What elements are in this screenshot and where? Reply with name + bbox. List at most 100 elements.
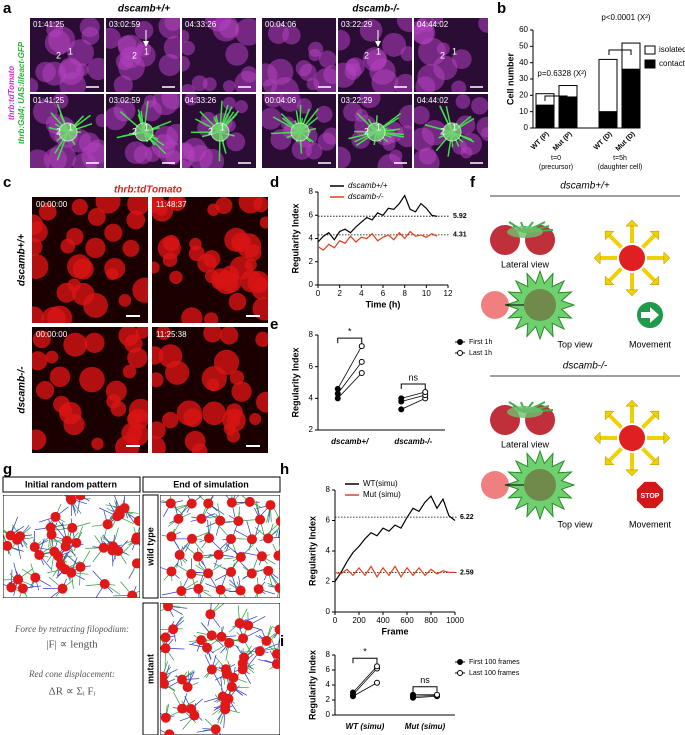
significance: ns: [420, 675, 430, 685]
pair-connector: [401, 394, 426, 402]
cone-blob: [91, 437, 104, 450]
y-tick-label: 4: [309, 393, 314, 402]
cone-blob: [32, 254, 49, 279]
cone-blob: [45, 350, 59, 364]
cone-blob: [152, 197, 165, 213]
sim-filopodium: [279, 627, 280, 630]
cell-blob: [182, 40, 195, 56]
cell-blob: [58, 58, 85, 85]
sim-cone: [274, 583, 280, 594]
cone-blob: [152, 261, 160, 274]
y-tick-label: 6: [309, 210, 314, 219]
force-arrow-head: [593, 251, 601, 265]
sim-cone: [246, 568, 257, 579]
cone-blob: [162, 411, 179, 429]
cell-blob: [202, 77, 217, 92]
cell-blob: [396, 125, 412, 148]
cell-blob: [133, 145, 153, 165]
image: [160, 603, 280, 735]
legend-label: contacted: [659, 59, 685, 68]
cone-blob: [238, 197, 263, 214]
sim-cone: [186, 498, 197, 509]
y-tick-label: 2: [326, 577, 331, 586]
cell-body: [134, 122, 154, 142]
sim-cone: [254, 646, 265, 657]
cone-blob: [152, 372, 164, 388]
cell-body: [442, 122, 462, 142]
sim-cone: [193, 583, 204, 594]
cone-blob: [87, 207, 106, 226]
group-label: (daughter cell): [598, 164, 643, 171]
cone-blob: [32, 238, 43, 256]
cone-blob: [104, 223, 123, 242]
sim-cone: [204, 533, 215, 544]
view-label: Top view: [557, 339, 593, 349]
cone-blob: [63, 332, 88, 357]
sim-cone: [275, 516, 280, 527]
cone-blob: [167, 197, 187, 212]
significance: *: [348, 326, 352, 336]
panel-letter: e: [270, 316, 278, 333]
cone-blob: [122, 364, 137, 379]
cone-blob: [206, 378, 220, 391]
cell-label: 2: [364, 126, 369, 136]
box-title: Initial random pattern: [25, 479, 117, 489]
sim-cone: [203, 498, 214, 509]
y-tick-label: 0: [309, 280, 314, 289]
data-point: [358, 370, 365, 376]
timestamp: 03:22:29: [341, 96, 373, 105]
data-point: [398, 406, 405, 413]
sim-cone: [182, 682, 193, 693]
force-arrow-head: [625, 399, 639, 407]
x-tick-label: Mut (simu): [405, 722, 446, 731]
cell-blob: [182, 83, 196, 92]
x-tick-label: Mut (P): [552, 131, 574, 153]
sim-cone: [174, 549, 185, 560]
sim-cone: [217, 691, 228, 702]
y-tick-label: 2: [309, 257, 314, 266]
force-arrow-head: [604, 275, 615, 286]
sim-cone: [253, 584, 264, 595]
sim-cone: [12, 534, 23, 545]
sim-cone: [66, 495, 77, 505]
row-label: thrb:tdTomato: [7, 66, 16, 120]
data-point: [398, 395, 405, 402]
bracket: [412, 686, 438, 692]
sim-cone: [127, 590, 138, 598]
title-box: [2, 476, 141, 493]
cell-blob: [106, 27, 121, 49]
x-axis-label: Time (h): [366, 299, 401, 309]
series-line: [317, 230, 438, 251]
y-tick-label: 4: [326, 680, 331, 689]
x-tick-label: WT (simu): [346, 722, 385, 731]
pair-connector: [337, 345, 363, 390]
sim-cone: [225, 533, 236, 544]
data-point: [434, 691, 440, 698]
cell-blob: [282, 26, 301, 45]
cell-blob: [323, 65, 336, 84]
bracket: [608, 49, 632, 55]
cell-blob: [431, 18, 444, 25]
sim-cone: [34, 549, 45, 560]
sim-cone: [226, 497, 237, 508]
cell-label: 2: [132, 50, 137, 60]
cell-blob: [451, 49, 472, 69]
force-arrow-head: [663, 431, 671, 445]
cell-blob: [414, 127, 435, 152]
sim-cone: [203, 568, 214, 579]
sim-cone: [244, 496, 255, 507]
cell-blob: [222, 80, 236, 92]
cell-blob: [359, 18, 383, 42]
cone-blob: [118, 294, 132, 307]
cone-blob: [126, 411, 142, 427]
series-line: [334, 495, 456, 582]
legend-label: WT(simu): [363, 479, 398, 488]
cone-blob: [41, 306, 66, 323]
cell-blob: [30, 77, 39, 92]
sim-cone: [226, 567, 237, 578]
sim-cone: [164, 729, 175, 735]
y-tick-label: 0: [326, 607, 331, 616]
sim-cone: [67, 522, 78, 533]
cone-top: [481, 471, 509, 499]
sim-filopodium: [279, 629, 280, 630]
